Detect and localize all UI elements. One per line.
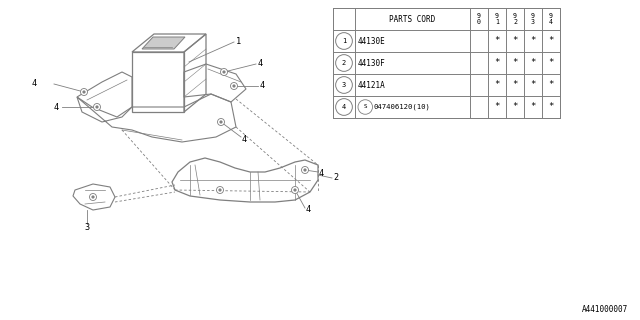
Text: *: * — [531, 36, 536, 45]
Text: *: * — [494, 81, 500, 90]
Text: *: * — [531, 81, 536, 90]
Text: 9
3: 9 3 — [531, 13, 535, 25]
Text: *: * — [512, 81, 518, 90]
Text: 44121A: 44121A — [358, 81, 386, 90]
Circle shape — [294, 189, 296, 191]
Text: 2: 2 — [342, 60, 346, 66]
Text: 4: 4 — [32, 79, 37, 89]
Circle shape — [335, 76, 353, 93]
Circle shape — [335, 33, 353, 49]
Bar — [333, 8, 560, 118]
Circle shape — [335, 99, 353, 116]
Text: *: * — [494, 59, 500, 68]
Circle shape — [93, 103, 100, 110]
Circle shape — [220, 121, 222, 123]
Text: 2: 2 — [333, 173, 339, 182]
Text: 047406120(10): 047406120(10) — [374, 104, 430, 110]
Text: *: * — [531, 59, 536, 68]
Circle shape — [223, 71, 225, 73]
Circle shape — [233, 85, 236, 87]
Text: S: S — [364, 105, 367, 109]
Circle shape — [291, 187, 298, 194]
Text: 3: 3 — [84, 223, 89, 233]
Circle shape — [221, 68, 227, 76]
Text: 4: 4 — [319, 170, 324, 179]
Polygon shape — [142, 37, 185, 49]
Text: 4: 4 — [342, 104, 346, 110]
Circle shape — [219, 189, 221, 191]
Text: 9
0: 9 0 — [477, 13, 481, 25]
Circle shape — [301, 166, 308, 173]
Text: *: * — [548, 102, 554, 111]
Circle shape — [335, 55, 353, 71]
Text: 3: 3 — [342, 82, 346, 88]
Text: 9
2: 9 2 — [513, 13, 517, 25]
Text: *: * — [512, 102, 518, 111]
Text: 9
4: 9 4 — [549, 13, 553, 25]
Text: 44130E: 44130E — [358, 36, 386, 45]
Circle shape — [230, 83, 237, 90]
Text: 4: 4 — [242, 135, 247, 145]
Text: 4: 4 — [260, 82, 265, 91]
Text: *: * — [531, 102, 536, 111]
Circle shape — [358, 100, 372, 114]
Text: *: * — [548, 59, 554, 68]
Text: 1: 1 — [342, 38, 346, 44]
Text: 4: 4 — [306, 205, 311, 214]
Circle shape — [90, 194, 97, 201]
Text: A441000007: A441000007 — [582, 305, 628, 314]
Text: *: * — [548, 36, 554, 45]
Text: *: * — [512, 59, 518, 68]
Circle shape — [96, 106, 98, 108]
Circle shape — [218, 118, 225, 125]
Circle shape — [304, 169, 306, 171]
Text: 1: 1 — [236, 37, 241, 46]
Text: *: * — [548, 81, 554, 90]
Text: *: * — [512, 36, 518, 45]
Circle shape — [216, 187, 223, 194]
Text: 9
1: 9 1 — [495, 13, 499, 25]
Text: 4: 4 — [54, 102, 59, 111]
Text: 4: 4 — [258, 60, 263, 68]
Text: 44130F: 44130F — [358, 59, 386, 68]
Text: PARTS CORD: PARTS CORD — [389, 14, 436, 23]
Circle shape — [83, 91, 85, 93]
Text: *: * — [494, 36, 500, 45]
Circle shape — [92, 196, 94, 198]
Circle shape — [81, 89, 88, 95]
Text: *: * — [494, 102, 500, 111]
